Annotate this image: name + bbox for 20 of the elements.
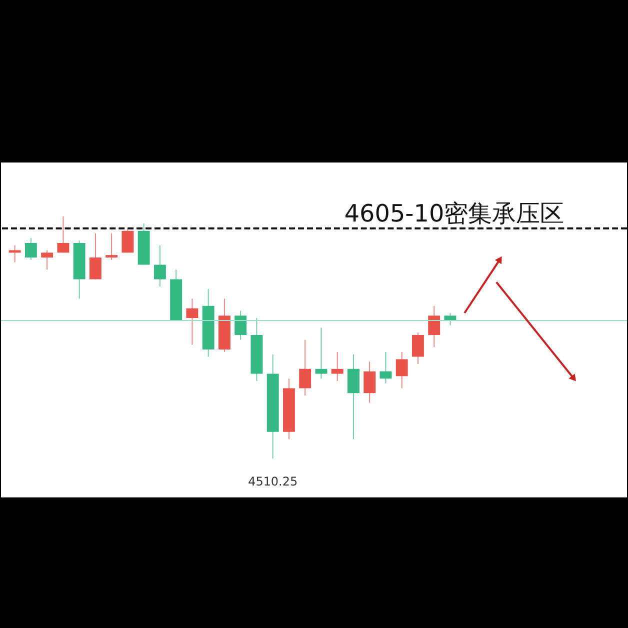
candlestick <box>380 351 392 384</box>
candlestick <box>122 228 134 254</box>
candlestick <box>299 339 312 396</box>
candlestick <box>8 244 21 263</box>
annotation: 4510.25 <box>248 474 298 488</box>
candlestick <box>396 351 408 389</box>
candlestick <box>315 327 328 380</box>
candlestick <box>412 332 424 365</box>
candlestick <box>24 238 37 260</box>
candlestick <box>154 244 166 288</box>
candlestick <box>106 232 118 260</box>
candlestick <box>41 250 54 270</box>
candlestick <box>89 232 102 280</box>
ref-line-label: 4605-10密集承压区 <box>344 199 564 228</box>
candlestick <box>364 361 376 404</box>
candlestick <box>186 298 198 346</box>
candlestick <box>57 216 70 254</box>
candlestick <box>428 305 440 348</box>
candlestick <box>234 310 247 340</box>
candlestick <box>331 351 344 382</box>
